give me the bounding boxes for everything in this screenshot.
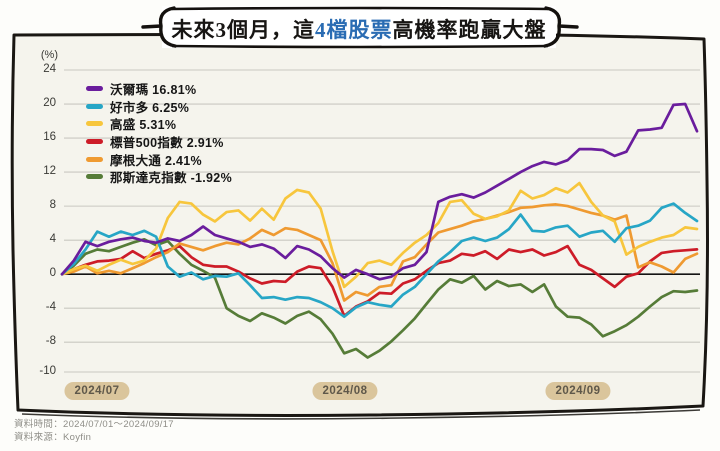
series-line-costco bbox=[60, 202, 699, 319]
series-lines bbox=[60, 102, 699, 359]
data-source-note: 資料來源：Koyfin bbox=[14, 432, 92, 443]
y-tick-label: 20 bbox=[43, 97, 56, 110]
legend-swatch-costco bbox=[86, 103, 103, 109]
legend-item-jpmorgan: 摩根大通 2.41% bbox=[86, 150, 232, 168]
title-rule-bottom bbox=[171, 44, 549, 49]
title-pre: 未來3個月，這 bbox=[171, 18, 315, 42]
card-background bbox=[12, 33, 708, 416]
chart-title: 未來3個月，這 4檔股票 高機率跑贏大盤 bbox=[162, 11, 556, 47]
x-axis-month-badge: 2024/09 bbox=[545, 382, 611, 400]
series-line-nasdaq-index bbox=[60, 237, 699, 359]
title-rule-top bbox=[171, 6, 549, 11]
legend-item-walmart: 沃爾瑪 16.81% bbox=[86, 80, 232, 98]
series-line-sp500-index bbox=[60, 244, 699, 318]
legend-label-walmart: 沃爾瑪 16.81% bbox=[110, 83, 197, 98]
legend-item-goldman-sachs: 高盛 5.31% bbox=[86, 115, 232, 133]
legend-item-costco: 好市多 6.25% bbox=[86, 98, 232, 116]
y-tick-label: 16 bbox=[43, 131, 56, 144]
legend-label-goldman-sachs: 高盛 5.31% bbox=[110, 118, 177, 133]
title-right-brace bbox=[543, 6, 579, 48]
series-line-jpmorgan bbox=[60, 203, 699, 302]
title-left-brace bbox=[141, 6, 177, 48]
series-line-walmart bbox=[60, 102, 699, 281]
y-tick-label: 24 bbox=[43, 63, 56, 75]
legend: 沃爾瑪 16.81% 好市多 6.25% 高盛 5.31% 標普500指數 2.91%… bbox=[86, 80, 232, 186]
x-axis-month-badge: 2024/08 bbox=[312, 382, 378, 400]
y-tick-label: 4 bbox=[49, 233, 56, 246]
y-axis-unit-label: (%) bbox=[40, 49, 58, 61]
legend-swatch-goldman-sachs bbox=[86, 121, 103, 127]
y-tick-label: 12 bbox=[43, 165, 56, 178]
title-highlight: 4檔股票 bbox=[315, 18, 393, 42]
data-period-note: 資料時間：2024/07/01～2024/09/17 bbox=[14, 419, 174, 430]
legend-swatch-sp500-index bbox=[86, 139, 103, 145]
y-tick-label: -4 bbox=[45, 301, 56, 314]
legend-label-sp500-index: 標普500指數 2.91% bbox=[110, 136, 224, 151]
legend-label-nasdaq-index: 那斯達克指數 -1.92% bbox=[110, 171, 232, 186]
legend-swatch-nasdaq-index bbox=[86, 174, 103, 180]
gridlines bbox=[64, 69, 700, 373]
legend-label-costco: 好市多 6.25% bbox=[110, 100, 190, 115]
legend-label-jpmorgan: 摩根大通 2.41% bbox=[110, 153, 202, 168]
x-axis-month-badge: 2024/07 bbox=[64, 382, 130, 400]
frame-bottom-double-line bbox=[21, 409, 701, 420]
legend-item-nasdaq-index: 那斯達克指數 -1.92% bbox=[86, 168, 232, 186]
legend-swatch-jpmorgan bbox=[86, 156, 103, 162]
legend-item-sp500-index: 標普500指數 2.91% bbox=[86, 133, 232, 151]
y-tick-label: -8 bbox=[45, 335, 56, 348]
title-post: 高機率跑贏大盤 bbox=[392, 18, 547, 42]
legend-swatch-walmart bbox=[86, 86, 103, 92]
y-tick-label: 0 bbox=[49, 267, 56, 280]
y-tick-label: 8 bbox=[49, 199, 56, 212]
title-box bbox=[162, 6, 556, 48]
y-tick-label: -10 bbox=[39, 365, 56, 377]
series-line-goldman-sachs bbox=[60, 181, 699, 289]
